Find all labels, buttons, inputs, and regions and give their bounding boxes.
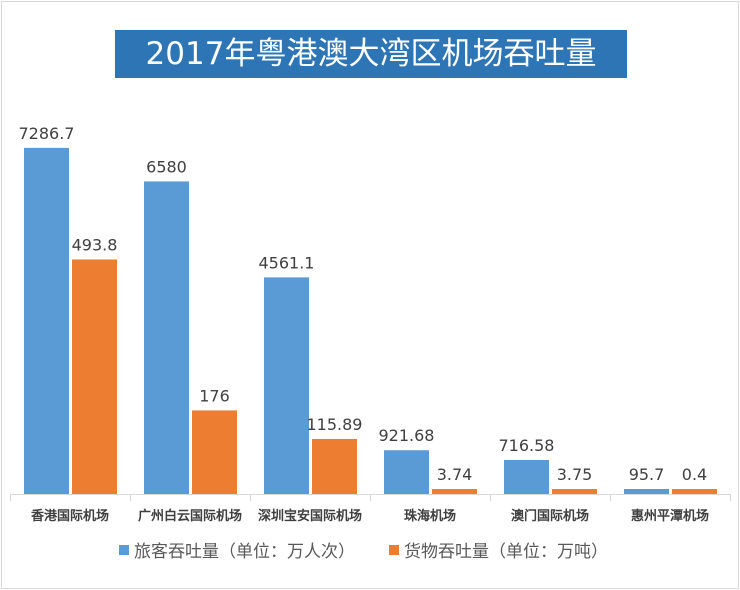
bar-passenger [384, 450, 429, 494]
bar-cargo [72, 259, 117, 494]
category-label: 香港国际机场 [30, 508, 109, 524]
category-label: 澳门国际机场 [511, 508, 589, 524]
bar-cargo [672, 489, 717, 494]
data-label: 176 [199, 386, 230, 405]
category-label: 珠海机场 [404, 508, 456, 524]
legend-label-cargo: 货物吞吐量（单位：万吨） [404, 542, 608, 562]
data-label: 115.89 [307, 415, 363, 434]
data-label: 95.7 [629, 465, 665, 484]
data-label: 0.4 [682, 465, 707, 484]
data-label: 4561.1 [259, 253, 315, 272]
legend-swatch-cargo [389, 545, 399, 555]
bar-passenger [264, 277, 309, 494]
bar-passenger [504, 459, 549, 494]
bar-passenger [144, 181, 189, 494]
data-label: 493.8 [72, 235, 118, 254]
bar-cargo [192, 410, 237, 494]
category-label: 惠州平潭机场 [631, 508, 709, 524]
data-label: 921.68 [379, 426, 435, 445]
bar-passenger [624, 489, 669, 494]
bar-passenger [24, 147, 69, 494]
chart-title: 2017年粤港澳大湾区机场吞吐量 [115, 30, 627, 78]
category-label: 广州白云国际机场 [138, 508, 242, 524]
data-label: 3.74 [437, 465, 473, 484]
data-label: 6580 [146, 157, 187, 176]
data-label: 3.75 [557, 465, 593, 484]
bar-cargo [432, 489, 477, 494]
bar-cargo [552, 489, 597, 494]
data-label: 7286.7 [19, 124, 75, 143]
category-label: 深圳宝安国际机场 [258, 508, 362, 524]
bar-cargo [312, 438, 357, 494]
legend-swatch-passenger [119, 545, 129, 555]
legend-label-passenger: 旅客吞吐量（单位：万人次） [134, 542, 355, 562]
data-label: 716.58 [499, 436, 555, 455]
